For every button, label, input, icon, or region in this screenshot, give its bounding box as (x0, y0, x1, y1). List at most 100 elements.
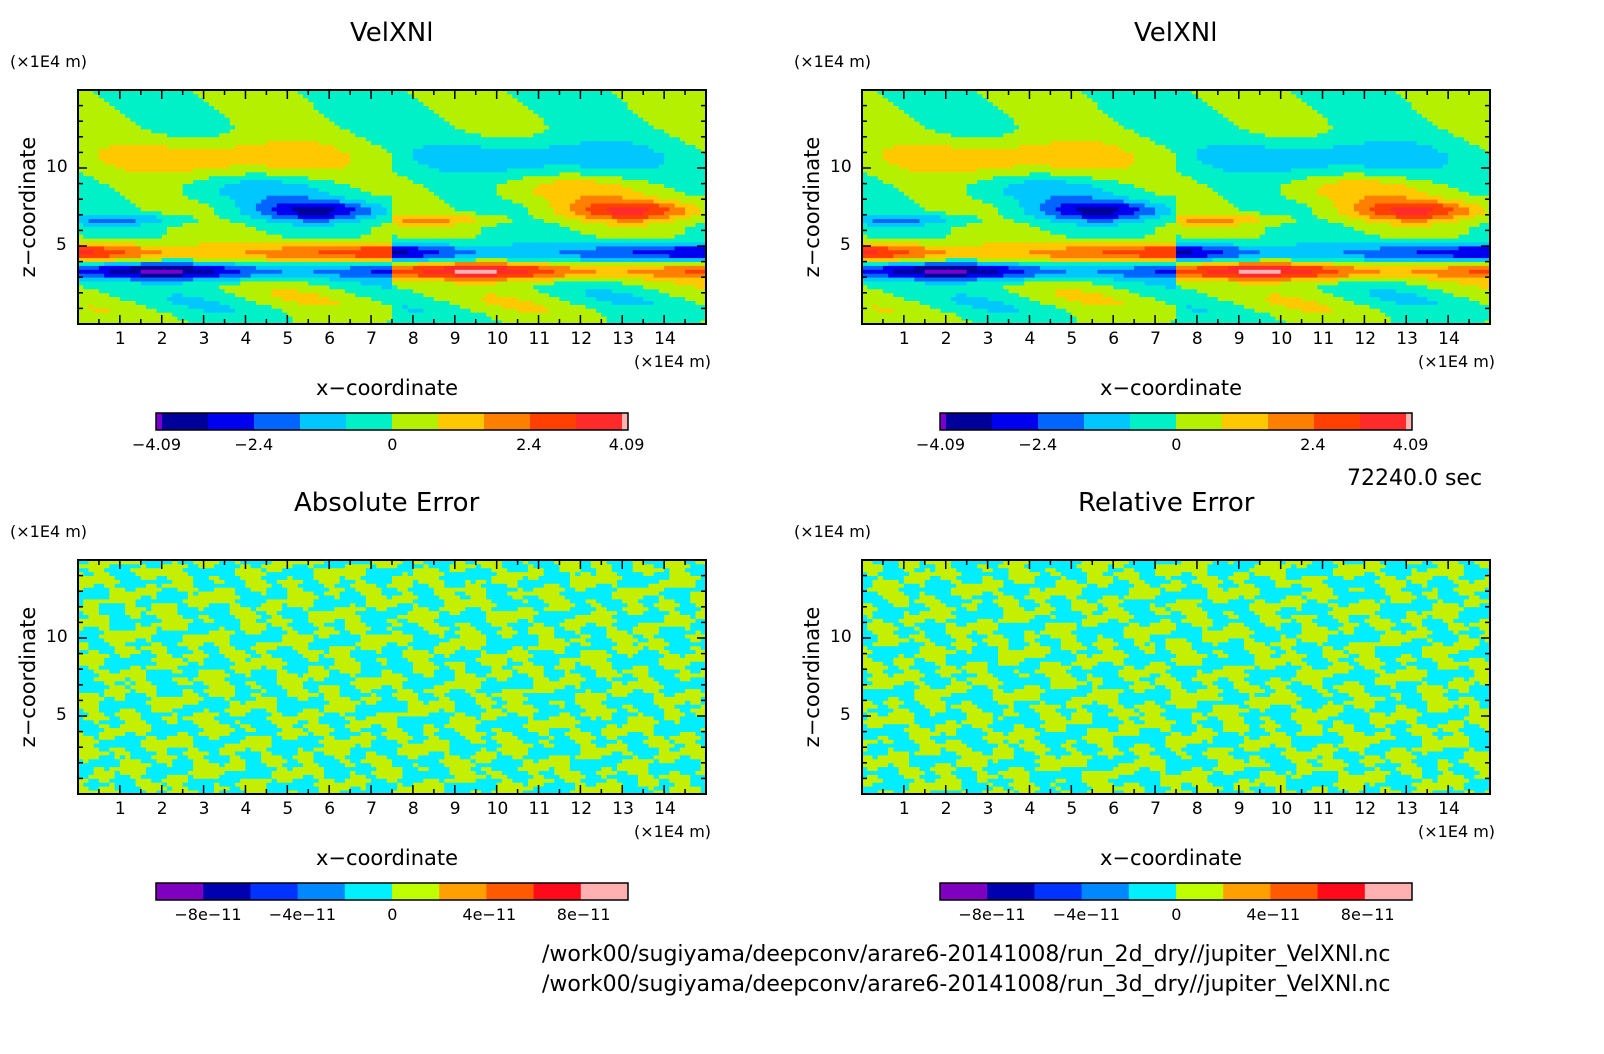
heatmap-cell (203, 117, 210, 122)
heatmap-cell (109, 97, 116, 103)
heatmap-cell (208, 246, 215, 251)
heatmap-cell (146, 273, 152, 278)
heatmap-cell (125, 257, 131, 262)
heatmap-cell (161, 312, 168, 317)
heatmap-cell (114, 109, 121, 114)
heatmap-cell (114, 226, 121, 231)
heatmap-cell (78, 312, 84, 317)
heatmap-cell (114, 312, 121, 317)
heatmap-cell (161, 257, 168, 262)
heatmap-cell (130, 140, 136, 145)
heatmap-cell (182, 152, 189, 157)
heatmap-cell (119, 226, 126, 231)
heatmap-cell (109, 253, 116, 259)
heatmap-cell (88, 179, 95, 184)
heatmap-cell (219, 316, 225, 321)
heatmap-cell (78, 238, 84, 243)
heatmap-cell (208, 136, 215, 142)
heatmap-cell (109, 191, 116, 196)
heatmap-cell (130, 308, 136, 313)
heatmap-cell (125, 175, 131, 181)
heatmap-cell (146, 132, 152, 138)
heatmap-cell (198, 129, 204, 134)
heatmap-cell (93, 113, 100, 118)
heatmap-cell (156, 242, 163, 247)
heatmap-cell (203, 109, 210, 114)
heatmap-cell (208, 90, 215, 95)
heatmap-cell (98, 242, 105, 247)
heatmap-cell (214, 304, 220, 309)
heatmap-cell (83, 210, 89, 216)
heatmap-cell (156, 113, 163, 118)
heatmap-cell (208, 242, 215, 247)
heatmap-cell (130, 136, 136, 142)
heatmap-cell (88, 210, 95, 216)
heatmap-cell (125, 183, 131, 188)
heatmap-cell (182, 238, 189, 243)
heatmap-cell (93, 109, 100, 114)
heatmap-cell (98, 316, 105, 321)
heatmap-cell (151, 320, 157, 325)
heatmap-cell (161, 175, 168, 181)
heatmap-cell (88, 296, 95, 301)
heatmap-cell (161, 144, 168, 149)
heatmap-cell (177, 316, 184, 321)
heatmap-cell (219, 261, 225, 266)
heatmap-cell (203, 234, 210, 239)
heatmap-cell (146, 253, 152, 259)
heatmap-cell (104, 90, 110, 95)
heatmap-cell (83, 207, 89, 212)
heatmap-cell (156, 292, 163, 298)
heatmap-cell (161, 171, 168, 177)
heatmap-cell (193, 265, 199, 270)
heatmap-cell (172, 132, 178, 138)
heatmap-cell (78, 242, 84, 247)
heatmap-cell (119, 246, 126, 251)
heatmap-cell (187, 320, 194, 325)
heatmap-cell (125, 109, 131, 114)
heatmap-cell (198, 140, 204, 145)
heatmap-cell (88, 277, 95, 282)
heatmap-cell (193, 136, 199, 142)
heatmap-cell (208, 160, 215, 165)
heatmap-cell (208, 265, 215, 270)
heatmap-cell (130, 152, 136, 157)
heatmap-cell (214, 265, 220, 270)
heatmap-cell (208, 249, 215, 255)
heatmap-cell (78, 125, 84, 130)
heatmap-cell (119, 222, 126, 227)
heatmap-cell (193, 207, 199, 212)
heatmap-cell (114, 218, 121, 223)
heatmap-cell (151, 171, 157, 177)
heatmap-cell (140, 168, 147, 173)
heatmap-cell (130, 238, 136, 243)
heatmap-cell (104, 121, 110, 126)
heatmap-cell (88, 265, 95, 270)
heatmap-cell (214, 132, 220, 138)
heatmap-cell (88, 152, 95, 157)
heatmap-cell (83, 234, 89, 239)
heatmap-cell (208, 277, 215, 282)
heatmap-cell (125, 152, 131, 157)
heatmap-cell (93, 129, 100, 134)
heatmap-cell (98, 160, 105, 165)
heatmap-cell (109, 160, 116, 165)
heatmap-cell (214, 281, 220, 286)
heatmap-cell (182, 140, 189, 145)
heatmap-cell (114, 269, 121, 274)
heatmap-cell (104, 140, 110, 145)
heatmap-cell (130, 273, 136, 278)
heatmap-cell (135, 230, 142, 235)
heatmap-cell (135, 214, 142, 220)
heatmap-cell (109, 117, 116, 122)
heatmap-cell (109, 168, 116, 173)
heatmap-cell (187, 312, 194, 317)
heatmap-cell (104, 191, 110, 196)
heatmap-cell (135, 277, 142, 282)
heatmap-cell (214, 207, 220, 212)
heatmap-cell (83, 304, 89, 309)
heatmap-cell (125, 113, 131, 118)
heatmap-cell (166, 304, 173, 309)
heatmap-cell (161, 113, 168, 118)
